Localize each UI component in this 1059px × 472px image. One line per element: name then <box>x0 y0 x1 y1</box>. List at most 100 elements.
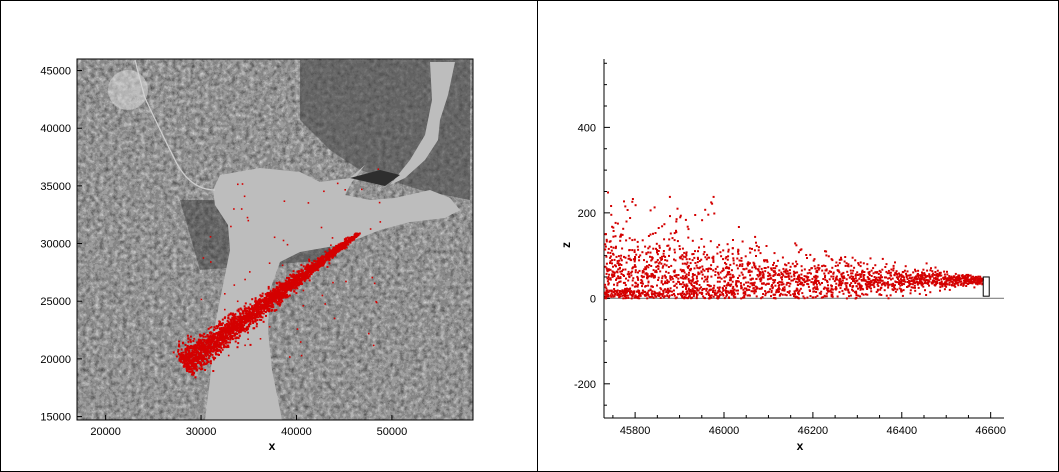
particle <box>322 260 325 263</box>
particle <box>237 308 240 311</box>
particle <box>726 258 729 261</box>
particle <box>193 344 196 347</box>
particle <box>178 343 181 346</box>
particle <box>615 255 618 258</box>
particle <box>924 289 926 292</box>
particle <box>267 298 270 301</box>
particle <box>968 278 971 281</box>
particle <box>678 256 681 259</box>
particle <box>236 346 239 349</box>
particle <box>793 295 795 298</box>
particle <box>951 284 953 287</box>
particle <box>204 353 207 356</box>
particle <box>693 256 696 259</box>
particle <box>815 277 818 280</box>
particle <box>237 310 240 313</box>
particle <box>785 294 788 297</box>
particle <box>272 296 275 299</box>
particle <box>692 285 695 288</box>
particle <box>202 363 205 366</box>
particle <box>813 265 816 268</box>
particle <box>712 255 715 258</box>
particle <box>916 280 918 283</box>
particle <box>927 281 930 284</box>
particle <box>209 338 212 341</box>
particle <box>609 294 612 297</box>
particle <box>976 276 979 279</box>
particle <box>778 288 781 291</box>
particle <box>664 259 667 262</box>
particle <box>202 257 205 259</box>
particle <box>325 257 328 260</box>
particle <box>266 300 269 303</box>
particle <box>203 346 206 349</box>
particle <box>313 259 316 262</box>
particle <box>219 349 222 352</box>
particle <box>877 273 880 275</box>
particle <box>660 280 663 283</box>
particle <box>747 271 750 274</box>
particle <box>223 345 226 347</box>
particle <box>902 289 905 292</box>
particle <box>918 274 921 277</box>
particle <box>865 286 868 289</box>
particle <box>647 289 650 292</box>
particle <box>720 291 723 294</box>
particle <box>209 349 212 352</box>
particle <box>224 308 226 311</box>
particle <box>307 267 310 270</box>
particle <box>659 270 662 273</box>
particle <box>859 261 862 264</box>
particle <box>802 284 805 287</box>
particle <box>299 283 302 285</box>
particle <box>235 324 238 327</box>
particle <box>198 342 201 345</box>
particle <box>295 274 297 277</box>
particle <box>676 207 679 210</box>
particle <box>297 282 299 285</box>
particle <box>375 300 377 303</box>
particle <box>653 290 656 293</box>
particle <box>789 272 792 275</box>
particle <box>675 229 677 232</box>
particle <box>276 295 279 298</box>
particle <box>773 273 776 276</box>
particle <box>609 278 612 281</box>
particle <box>794 295 797 298</box>
particle <box>196 342 199 345</box>
particle <box>774 284 777 287</box>
particle <box>292 270 295 273</box>
particle <box>728 296 730 299</box>
particle <box>278 304 281 307</box>
particle <box>809 253 812 256</box>
particle <box>212 370 215 372</box>
particle <box>764 283 767 286</box>
particle <box>783 286 786 289</box>
particle <box>184 349 187 351</box>
particle <box>838 271 841 274</box>
particle <box>851 288 853 291</box>
particle <box>287 283 290 286</box>
particle <box>194 358 197 361</box>
particle <box>277 292 280 295</box>
particle <box>673 251 676 254</box>
particle <box>611 262 613 265</box>
particle <box>627 290 630 293</box>
particle <box>303 275 305 277</box>
particle <box>755 277 758 280</box>
particle <box>647 247 650 250</box>
particle <box>612 246 615 249</box>
particle <box>228 330 231 333</box>
particle <box>695 295 698 298</box>
particle <box>858 277 861 280</box>
particle <box>227 354 230 357</box>
particle <box>244 319 247 322</box>
particle <box>924 282 926 285</box>
particle-points <box>172 168 382 379</box>
particle <box>859 275 862 278</box>
particle <box>645 252 648 255</box>
particle <box>616 260 619 263</box>
particle <box>225 346 228 349</box>
particle <box>224 342 227 345</box>
